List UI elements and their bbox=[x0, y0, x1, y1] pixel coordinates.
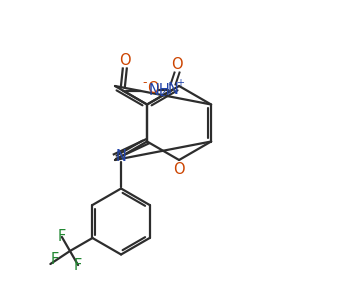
Text: -: - bbox=[143, 76, 147, 89]
Text: F: F bbox=[74, 258, 82, 273]
Text: O: O bbox=[147, 81, 159, 96]
Text: O: O bbox=[171, 57, 183, 72]
Text: N: N bbox=[115, 149, 126, 164]
Text: +: + bbox=[176, 79, 184, 88]
Text: NH: NH bbox=[149, 83, 171, 98]
Text: 2: 2 bbox=[160, 88, 166, 98]
Text: F: F bbox=[58, 230, 66, 244]
Text: O: O bbox=[173, 162, 185, 177]
Text: O: O bbox=[119, 53, 131, 68]
Text: F: F bbox=[50, 253, 59, 267]
Text: N: N bbox=[168, 82, 178, 97]
